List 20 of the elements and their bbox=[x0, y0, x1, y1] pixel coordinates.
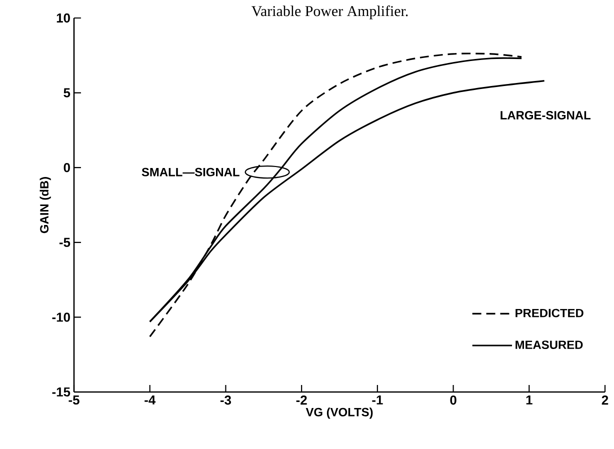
x-tick-label: 0 bbox=[450, 396, 456, 405]
x-axis-title: VG (VOLTS) bbox=[306, 408, 373, 419]
x-tick-label: -1 bbox=[372, 396, 383, 404]
annotation: SMALL—SIGNAL bbox=[142, 168, 240, 176]
legend-label: PREDICTED bbox=[516, 308, 584, 318]
annotation: LARGE-SIGNAL bbox=[500, 111, 590, 120]
chart-title: Variable Power Amplifier. bbox=[252, 6, 408, 20]
y-tick-label: 5 bbox=[64, 88, 70, 98]
y-tick-label: -10 bbox=[52, 312, 70, 322]
x-tick-label: 2 bbox=[602, 396, 608, 405]
x-tick-label: -3 bbox=[220, 396, 232, 405]
y-tick-label: -5 bbox=[59, 238, 70, 247]
y-tick-label: -15 bbox=[52, 387, 70, 397]
y-tick-label: 0 bbox=[64, 163, 70, 172]
x-tick-label: -4 bbox=[144, 396, 156, 404]
x-tick-label: 1 bbox=[526, 396, 532, 404]
y-tick-label: 10 bbox=[56, 13, 70, 23]
legend-label: MEASURED bbox=[516, 340, 583, 350]
y-axis-title: GAIN (dB) bbox=[40, 177, 51, 234]
x-tick-label: -2 bbox=[296, 396, 307, 405]
